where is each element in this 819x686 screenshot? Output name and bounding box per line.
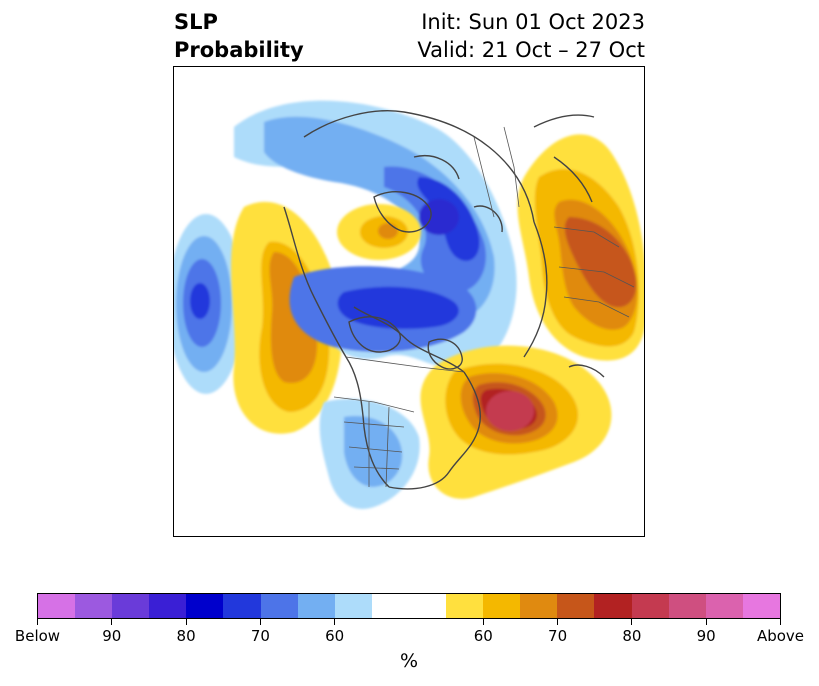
colorbar-segment <box>483 594 521 618</box>
valid-range: Valid: 21 Oct – 27 Oct <box>417 38 645 62</box>
colorbar-tick <box>259 619 261 625</box>
map-dates: Init: Sun 01 Oct 2023 Valid: 21 Oct – 27… <box>417 8 645 64</box>
colorbar <box>37 593 781 619</box>
colorbar-tick <box>111 619 113 625</box>
colorbar-tick-label: 90 <box>102 627 122 645</box>
eurasia-high-region <box>517 134 644 361</box>
probability-map <box>173 66 645 537</box>
colorbar-segment <box>557 594 595 618</box>
colorbar-tick-label: 60 <box>325 627 345 645</box>
colorbar-tick <box>37 619 38 625</box>
title-probability: Probability <box>174 38 304 62</box>
colorbar-segment <box>520 594 558 618</box>
colorbar-segment <box>223 594 261 618</box>
map-canvas <box>174 100 644 509</box>
colorbar-segment <box>75 594 113 618</box>
arctic-low-region <box>234 100 517 370</box>
colorbar-tick <box>557 619 559 625</box>
colorbar-segment <box>186 594 224 618</box>
colorbar-segment <box>38 594 76 618</box>
colorbar-segment <box>149 594 187 618</box>
map-title: SLP Probability <box>174 8 304 64</box>
colorbar-tick <box>185 619 187 625</box>
atlantic-high-region <box>420 345 612 499</box>
title-slp: SLP <box>174 10 218 34</box>
borders <box>333 126 635 488</box>
colorbar-tick <box>780 619 781 625</box>
colorbar-tick <box>631 619 633 625</box>
colorbar-segment <box>742 594 780 618</box>
colorbar-tick-label: 80 <box>622 627 642 645</box>
colorbar-tick-label: 60 <box>473 627 493 645</box>
colorbar-tick-label: Above <box>756 627 805 645</box>
colorbar-segment <box>594 594 632 618</box>
colorbar-tick-label: 70 <box>548 627 568 645</box>
colorbar-segment <box>334 594 372 618</box>
colorbar-tick-label: Below <box>14 627 61 645</box>
colorbar-unit-label: % <box>399 650 419 672</box>
colorbar-segment <box>260 594 298 618</box>
colorbar-segment <box>631 594 669 618</box>
init-date: Init: Sun 01 Oct 2023 <box>421 10 645 34</box>
colorbar-tick <box>334 619 336 625</box>
pacific-low-region <box>174 214 244 394</box>
colorbar-segment <box>668 594 706 618</box>
colorbar-tick <box>705 619 707 625</box>
colorbar-tick-label: 80 <box>176 627 196 645</box>
colorbar-segment <box>297 594 335 618</box>
greenland-high-region <box>337 204 421 260</box>
colorbar-segment <box>705 594 743 618</box>
coastlines <box>283 110 605 490</box>
colorbar-segment <box>371 594 447 618</box>
colorbar-tick-label: 90 <box>696 627 716 645</box>
colorbar-segment <box>446 594 484 618</box>
colorbar-tick <box>482 619 484 625</box>
colorbar-tick-label: 70 <box>250 627 270 645</box>
colorbar-segment <box>112 594 150 618</box>
